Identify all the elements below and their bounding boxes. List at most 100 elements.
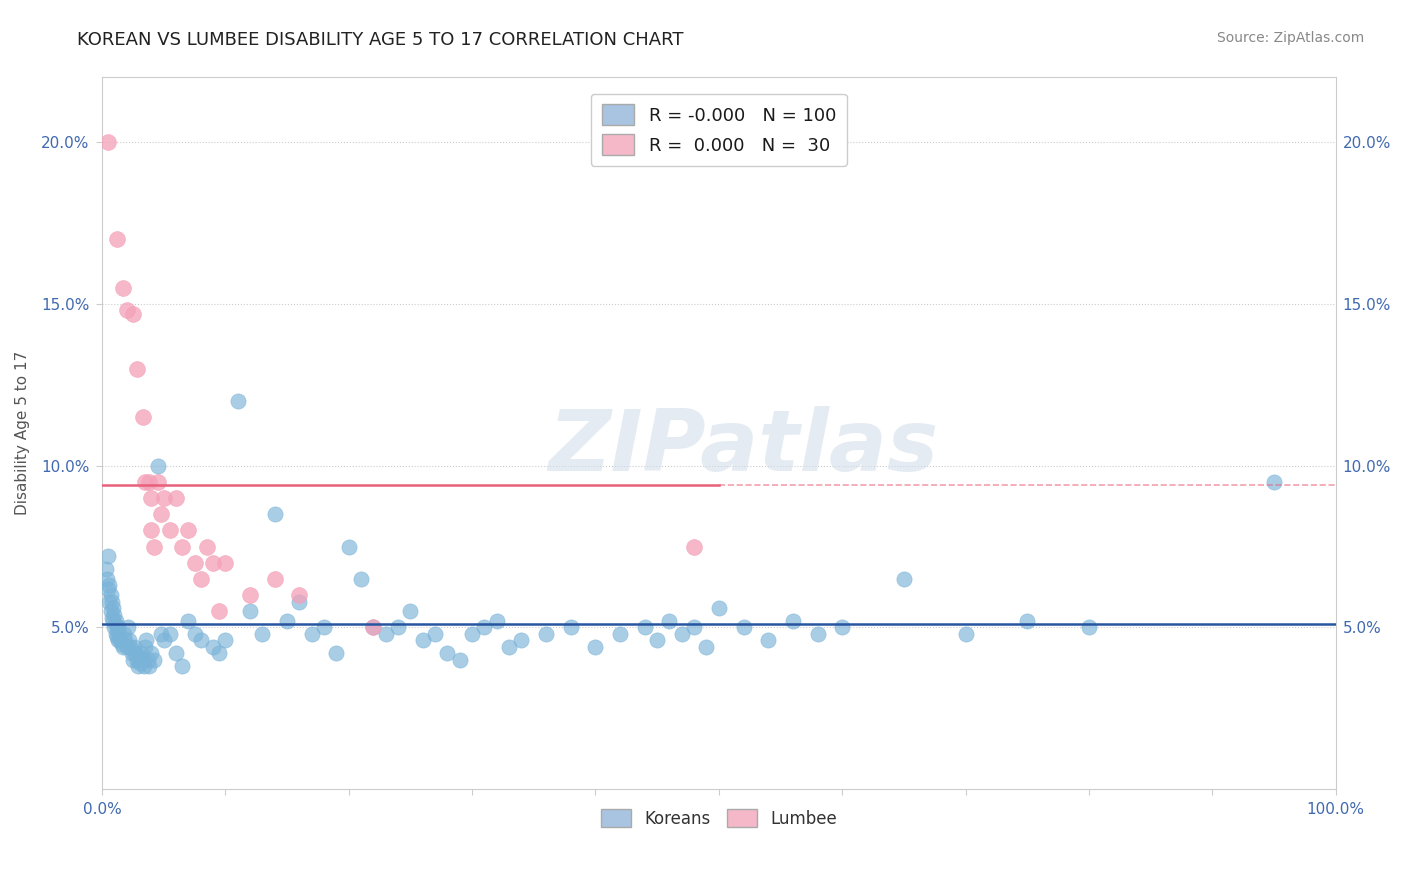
Point — [150, 507, 173, 521]
Point — [202, 556, 225, 570]
Point — [510, 633, 533, 648]
Point — [138, 475, 160, 489]
Point — [104, 614, 127, 628]
Point — [100, 604, 122, 618]
Point — [111, 637, 134, 651]
Point — [474, 620, 496, 634]
Point — [117, 620, 139, 634]
Point — [98, 594, 121, 608]
Point — [142, 540, 165, 554]
Point — [252, 627, 274, 641]
Point — [110, 633, 132, 648]
Point — [108, 627, 131, 641]
Point — [125, 653, 148, 667]
Point — [195, 540, 218, 554]
Point — [683, 540, 706, 554]
Point — [183, 627, 205, 641]
Point — [172, 659, 194, 673]
Point — [142, 653, 165, 667]
Point — [707, 601, 730, 615]
Point — [208, 604, 231, 618]
Point — [485, 614, 508, 628]
Point — [101, 614, 124, 628]
Point — [498, 640, 520, 654]
Point — [374, 627, 396, 641]
Point — [112, 627, 135, 641]
Point — [534, 627, 557, 641]
Point — [1017, 614, 1039, 628]
Point — [118, 633, 141, 648]
Point — [120, 640, 142, 654]
Point — [955, 627, 977, 641]
Point — [239, 588, 262, 602]
Point — [363, 620, 385, 634]
Point — [129, 656, 152, 670]
Point — [114, 633, 136, 648]
Point — [325, 646, 347, 660]
Point — [183, 556, 205, 570]
Point — [131, 653, 153, 667]
Point — [288, 588, 311, 602]
Point — [125, 361, 148, 376]
Point — [585, 640, 607, 654]
Point — [831, 620, 853, 634]
Point — [101, 594, 124, 608]
Point — [263, 507, 285, 521]
Point — [449, 653, 471, 667]
Point — [312, 620, 335, 634]
Point — [363, 620, 385, 634]
Point — [609, 627, 631, 641]
Point — [103, 620, 125, 634]
Text: ZIPatlas: ZIPatlas — [548, 406, 939, 489]
Point — [127, 659, 149, 673]
Point — [658, 614, 681, 628]
Point — [96, 572, 118, 586]
Point — [103, 607, 125, 622]
Y-axis label: Disability Age 5 to 17: Disability Age 5 to 17 — [15, 351, 30, 516]
Point — [132, 659, 155, 673]
Point — [202, 640, 225, 654]
Point — [122, 640, 145, 654]
Point — [101, 601, 124, 615]
Point — [94, 562, 117, 576]
Point — [165, 491, 187, 505]
Point — [121, 653, 143, 667]
Point — [276, 614, 298, 628]
Point — [121, 646, 143, 660]
Point — [141, 646, 163, 660]
Point — [115, 303, 138, 318]
Point — [560, 620, 582, 634]
Point — [115, 640, 138, 654]
Point — [214, 633, 236, 648]
Point — [107, 620, 129, 634]
Point — [131, 410, 153, 425]
Point — [756, 633, 779, 648]
Point — [146, 458, 169, 473]
Point — [1263, 475, 1285, 489]
Point — [288, 594, 311, 608]
Point — [136, 653, 159, 667]
Point — [105, 232, 128, 246]
Point — [98, 578, 121, 592]
Point — [131, 646, 153, 660]
Point — [226, 394, 249, 409]
Point — [101, 611, 124, 625]
Point — [239, 604, 262, 618]
Point — [135, 633, 157, 648]
Point — [683, 620, 706, 634]
Point — [97, 135, 120, 149]
Point — [111, 281, 134, 295]
Point — [150, 627, 173, 641]
Point — [152, 633, 174, 648]
Point — [138, 659, 160, 673]
Point — [100, 588, 122, 602]
Point — [301, 627, 323, 641]
Point — [128, 649, 150, 664]
Point — [124, 646, 146, 660]
Point — [893, 572, 915, 586]
Point — [134, 475, 156, 489]
Point — [159, 524, 181, 538]
Point — [423, 627, 446, 641]
Point — [412, 633, 434, 648]
Point — [350, 572, 373, 586]
